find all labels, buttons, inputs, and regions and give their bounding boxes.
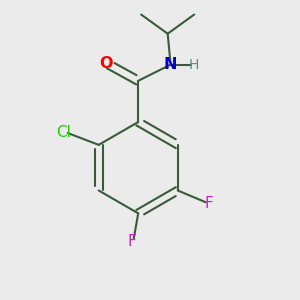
Text: H: H [188,58,199,72]
Text: O: O [100,56,113,70]
Text: N: N [164,57,177,72]
Text: F: F [128,234,137,249]
Text: F: F [205,196,214,211]
Text: Cl: Cl [56,125,71,140]
